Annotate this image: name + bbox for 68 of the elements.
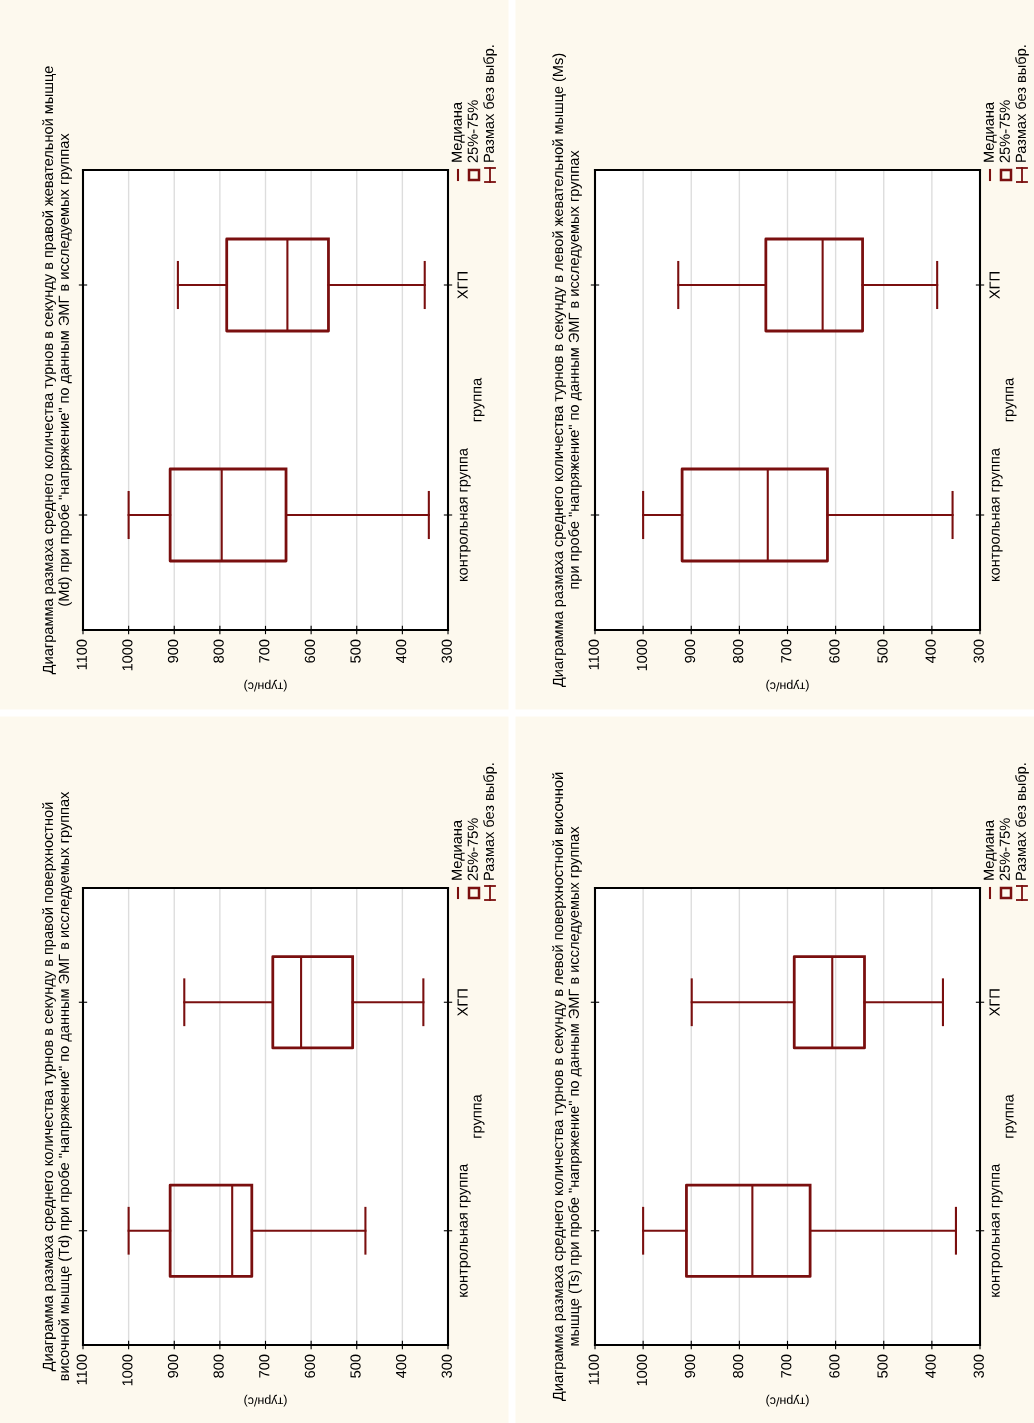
x-tick-label: 400 <box>395 1354 407 1379</box>
y-tick-label: контрольная группа <box>991 448 1003 581</box>
text: Медиана <box>983 101 997 162</box>
text: Медиана <box>451 819 465 880</box>
x-tick-label: 900 <box>684 1354 696 1378</box>
x-tick-label: 1000 <box>122 1354 133 1386</box>
y-axis-title: группа <box>473 1094 485 1138</box>
x-tick-label: 900 <box>684 639 696 663</box>
y-tick-label: ХГП <box>457 989 468 1016</box>
text: Медиана <box>451 101 465 162</box>
x-tick-label: 1000 <box>122 639 133 671</box>
x-tick-label: 1100 <box>76 1354 87 1385</box>
x-tick-label: 1000 <box>636 1354 648 1386</box>
text: 25%-75% <box>467 100 478 163</box>
x-tick-label: 400 <box>925 639 936 664</box>
x-tick-label: 800 <box>732 1354 744 1378</box>
x-tick-label: 600 <box>304 639 316 663</box>
x-tick-label: 500 <box>350 1354 361 1378</box>
text: Размах без выбр. <box>1015 763 1029 880</box>
x-tick-label: 800 <box>732 639 744 663</box>
x-axis-title: (турн/с) <box>766 1394 809 1407</box>
x-tick-label: 700 <box>259 639 270 663</box>
x-axis-title: (турн/с) <box>244 679 287 692</box>
x-tick-label: 300 <box>441 639 452 663</box>
text: Диаграмма размаха среднего количества турнов в секунду в правой поверхностной височной мышце (Td) при пробе "напряжение" по данным ЭМГ в исследуемых группах <box>42 791 72 1381</box>
x-axis-title: (турн/с) <box>766 679 809 692</box>
text: Размах без выбр. <box>483 763 497 880</box>
x-tick-label: 500 <box>350 639 361 663</box>
x-tick-label: 600 <box>829 1354 840 1378</box>
text: 25%-75% <box>467 818 478 881</box>
x-tick-label: 400 <box>925 1354 936 1379</box>
x-axis-title: (турн/с) <box>244 1394 287 1407</box>
x-tick-label: 300 <box>441 1354 452 1378</box>
text: 25%-75% <box>999 100 1010 163</box>
y-axis-title: группа <box>473 377 485 422</box>
text: Диаграмма размаха среднего количества турнов в секунду в левой жевательной мышце (Ms) при пробе "напряжение" по данным ЭМГ в исследуемых группах <box>552 53 582 688</box>
x-tick-label: 300 <box>973 639 984 663</box>
x-tick-label: 1100 <box>76 639 87 670</box>
x-tick-label: 700 <box>781 639 792 663</box>
x-tick-label: 400 <box>395 639 407 664</box>
x-tick-label: 1100 <box>588 1354 599 1385</box>
y-tick-label: контрольная группа <box>459 1163 471 1297</box>
y-tick-label: ХГП <box>989 272 1000 299</box>
x-tick-label: 700 <box>781 1354 792 1378</box>
x-tick-label: 900 <box>167 1354 179 1378</box>
text: Диаграмма размаха среднего количества турнов в секунду в левой поверхностной височной мышце (Ts) при пробе "напряжение" по данным ЭМГ в исследуемых группах <box>552 772 582 1401</box>
text: 25%-75% <box>999 818 1010 881</box>
y-axis-title: группа <box>1005 1094 1017 1138</box>
y-tick-label: ХГП <box>989 989 1000 1016</box>
x-tick-label: 600 <box>829 639 840 663</box>
x-tick-label: 700 <box>259 1354 270 1378</box>
x-tick-label: 1100 <box>588 639 599 670</box>
y-tick-label: контрольная группа <box>991 1163 1003 1297</box>
x-tick-label: 900 <box>167 639 179 663</box>
y-tick-label: ХГП <box>457 272 468 299</box>
y-axis-title: группа <box>1005 377 1017 422</box>
x-tick-label: 600 <box>304 1354 316 1378</box>
x-tick-label: 800 <box>213 1354 224 1378</box>
x-tick-label: 1000 <box>636 639 648 671</box>
text: Размах без выбр. <box>1015 45 1029 162</box>
x-tick-label: 800 <box>213 639 224 663</box>
x-tick-label: 500 <box>877 639 888 663</box>
text: Медиана <box>983 819 997 880</box>
text: Размах без выбр. <box>483 45 497 162</box>
x-tick-label: 300 <box>973 1354 984 1378</box>
x-tick-label: 500 <box>877 1354 888 1378</box>
y-tick-label: контрольная группа <box>459 448 471 581</box>
text: Диаграмма размаха среднего количества турнов в секунду в правой жевательной мышце (Md) при пробе "напряжение" по данным ЭМГ в исследуемых группах <box>42 66 72 675</box>
